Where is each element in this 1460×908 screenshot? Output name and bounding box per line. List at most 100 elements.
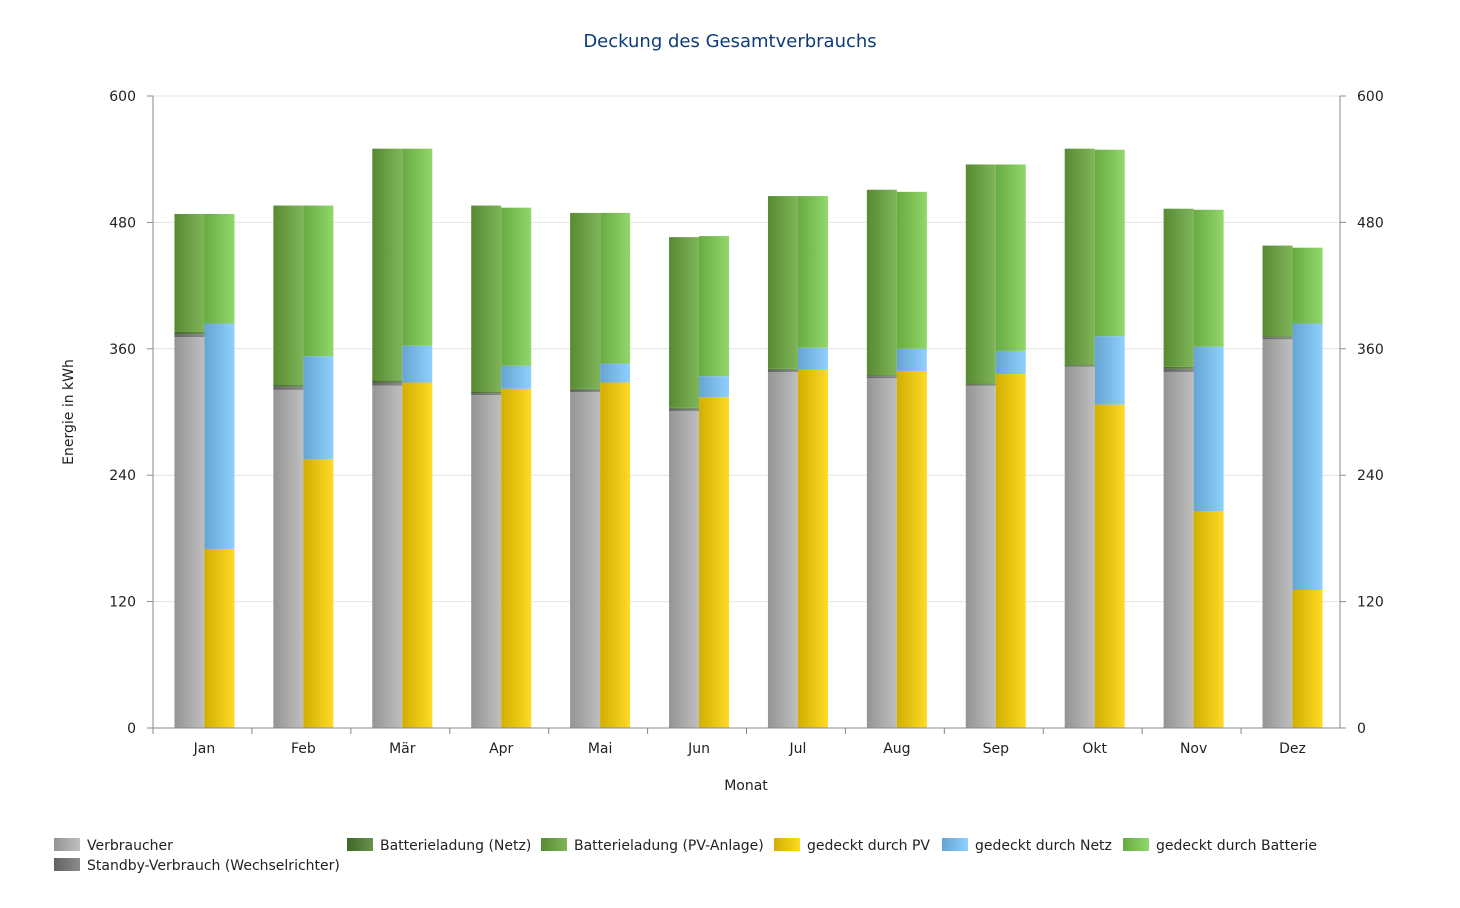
legend-item: Verbraucher (54, 838, 173, 854)
bar-segment (273, 389, 304, 728)
bar-segment (174, 331, 205, 335)
legend-swatch (54, 838, 80, 851)
bar-segment (1094, 149, 1125, 337)
bar-segment (1064, 366, 1095, 728)
legend: Verbraucher Standby-Verbrauch (Wechselric… (54, 838, 1317, 874)
bar-segment (570, 212, 601, 389)
bar-segment (767, 368, 798, 370)
bar-segment (273, 205, 304, 385)
bar-segment (600, 382, 631, 728)
bar-segment (204, 548, 235, 728)
legend-label: Batterieladung (Netz) (380, 838, 531, 854)
x-tick-label: Apr (489, 741, 513, 757)
bar-segment (372, 148, 403, 381)
legend-item: Batterieladung (Netz) (347, 838, 531, 854)
y-tick-label: 120 (109, 595, 136, 611)
bar-segment (797, 347, 828, 370)
bar-segment (1064, 364, 1095, 366)
legend-swatch (942, 838, 968, 851)
legend-swatch (774, 838, 800, 851)
x-tick-label: Okt (1082, 741, 1107, 757)
bar-segment (1163, 371, 1194, 728)
bar-segment (1262, 339, 1293, 728)
bar-segment (303, 205, 334, 357)
bar-segment (995, 164, 1026, 351)
x-tick-label: Dez (1279, 741, 1306, 757)
x-tick-label: Jun (687, 741, 710, 757)
bar-segment (204, 213, 235, 324)
bar-segment (1292, 247, 1323, 324)
bar-segment (1193, 209, 1224, 347)
bar-segment (669, 408, 700, 411)
x-tick-label: Aug (883, 741, 910, 757)
bar-segment (866, 375, 897, 377)
x-tick-label: Mär (389, 741, 416, 757)
bar-segment (767, 371, 798, 728)
y2-tick-label: 0 (1357, 721, 1366, 737)
legend-item: Batterieladung (PV-Anlage) (541, 838, 764, 854)
bar-segment (501, 388, 532, 728)
legend-label: gedeckt durch PV (807, 838, 930, 854)
bar-segment (699, 397, 730, 728)
chart-title: Deckung des Gesamtverbrauchs (583, 31, 876, 52)
bar-segment (402, 345, 433, 383)
bar-segment (471, 205, 502, 392)
bar-segment (570, 389, 601, 392)
bar-segment (372, 380, 403, 383)
bar-segment (767, 369, 798, 372)
bar-segment (699, 236, 730, 377)
bar-segment (965, 164, 996, 384)
bar-segment (501, 365, 532, 389)
bar-segment (896, 348, 927, 371)
x-tick-label: Jul (789, 741, 807, 757)
y-tick-label: 240 (109, 468, 136, 484)
y2-tick-label: 600 (1357, 89, 1384, 105)
y-tick-label: 0 (127, 721, 136, 737)
bar-segment (965, 385, 996, 728)
bar-segment (669, 407, 700, 409)
legend-item: gedeckt durch Batterie (1123, 838, 1317, 854)
bar-segment (1262, 336, 1293, 338)
grid-layer (153, 95, 1340, 603)
bar-segment (965, 383, 996, 385)
bar-segment (570, 391, 601, 728)
bar-segment (1094, 404, 1125, 728)
legend-swatch (54, 858, 80, 871)
legend-label: Batterieladung (PV-Anlage) (574, 838, 764, 854)
bar-segment (600, 212, 631, 364)
bar-segment (303, 356, 334, 460)
bar-segment (600, 363, 631, 383)
x-tick-label: Mai (588, 741, 613, 757)
legend-item: gedeckt durch Netz (942, 838, 1112, 854)
bar-segment (866, 376, 897, 379)
bar-segment (965, 384, 996, 386)
bar-segment (896, 191, 927, 349)
x-tick-label: Sep (983, 741, 1010, 757)
y-tick-label: 480 (109, 215, 136, 231)
legend-label: gedeckt durch Batterie (1156, 838, 1317, 854)
legend-item: gedeckt durch PV (774, 838, 930, 854)
legend-item: Standby-Verbrauch (Wechselrichter) (54, 858, 340, 874)
bar-segment (1262, 337, 1293, 340)
bar-segment (669, 237, 700, 408)
legend-swatch (347, 838, 373, 851)
bar-segment (896, 370, 927, 728)
bar-segment (402, 382, 433, 728)
y-axis-title: Energie in kWh (61, 359, 77, 465)
bar-segment (402, 148, 433, 346)
legend-swatch (541, 838, 567, 851)
legend-swatch (1123, 838, 1149, 851)
bar-segment (1163, 208, 1194, 367)
legend-label: Verbraucher (87, 838, 173, 854)
legend-label: Standby-Verbrauch (Wechselrichter) (87, 858, 340, 874)
bar-segment (273, 384, 304, 387)
bar-segment (174, 334, 205, 338)
bar-segment (1094, 336, 1125, 405)
bar-segment (501, 207, 532, 366)
bar-segment (1064, 148, 1095, 365)
axes-layer: 0 120 240 360 480 600 0 120 240 360 480 600 Jan Feb Mä… (109, 89, 1383, 757)
bar-segment (372, 382, 403, 386)
bar-segment (570, 388, 601, 390)
bar-segment (1064, 365, 1095, 367)
